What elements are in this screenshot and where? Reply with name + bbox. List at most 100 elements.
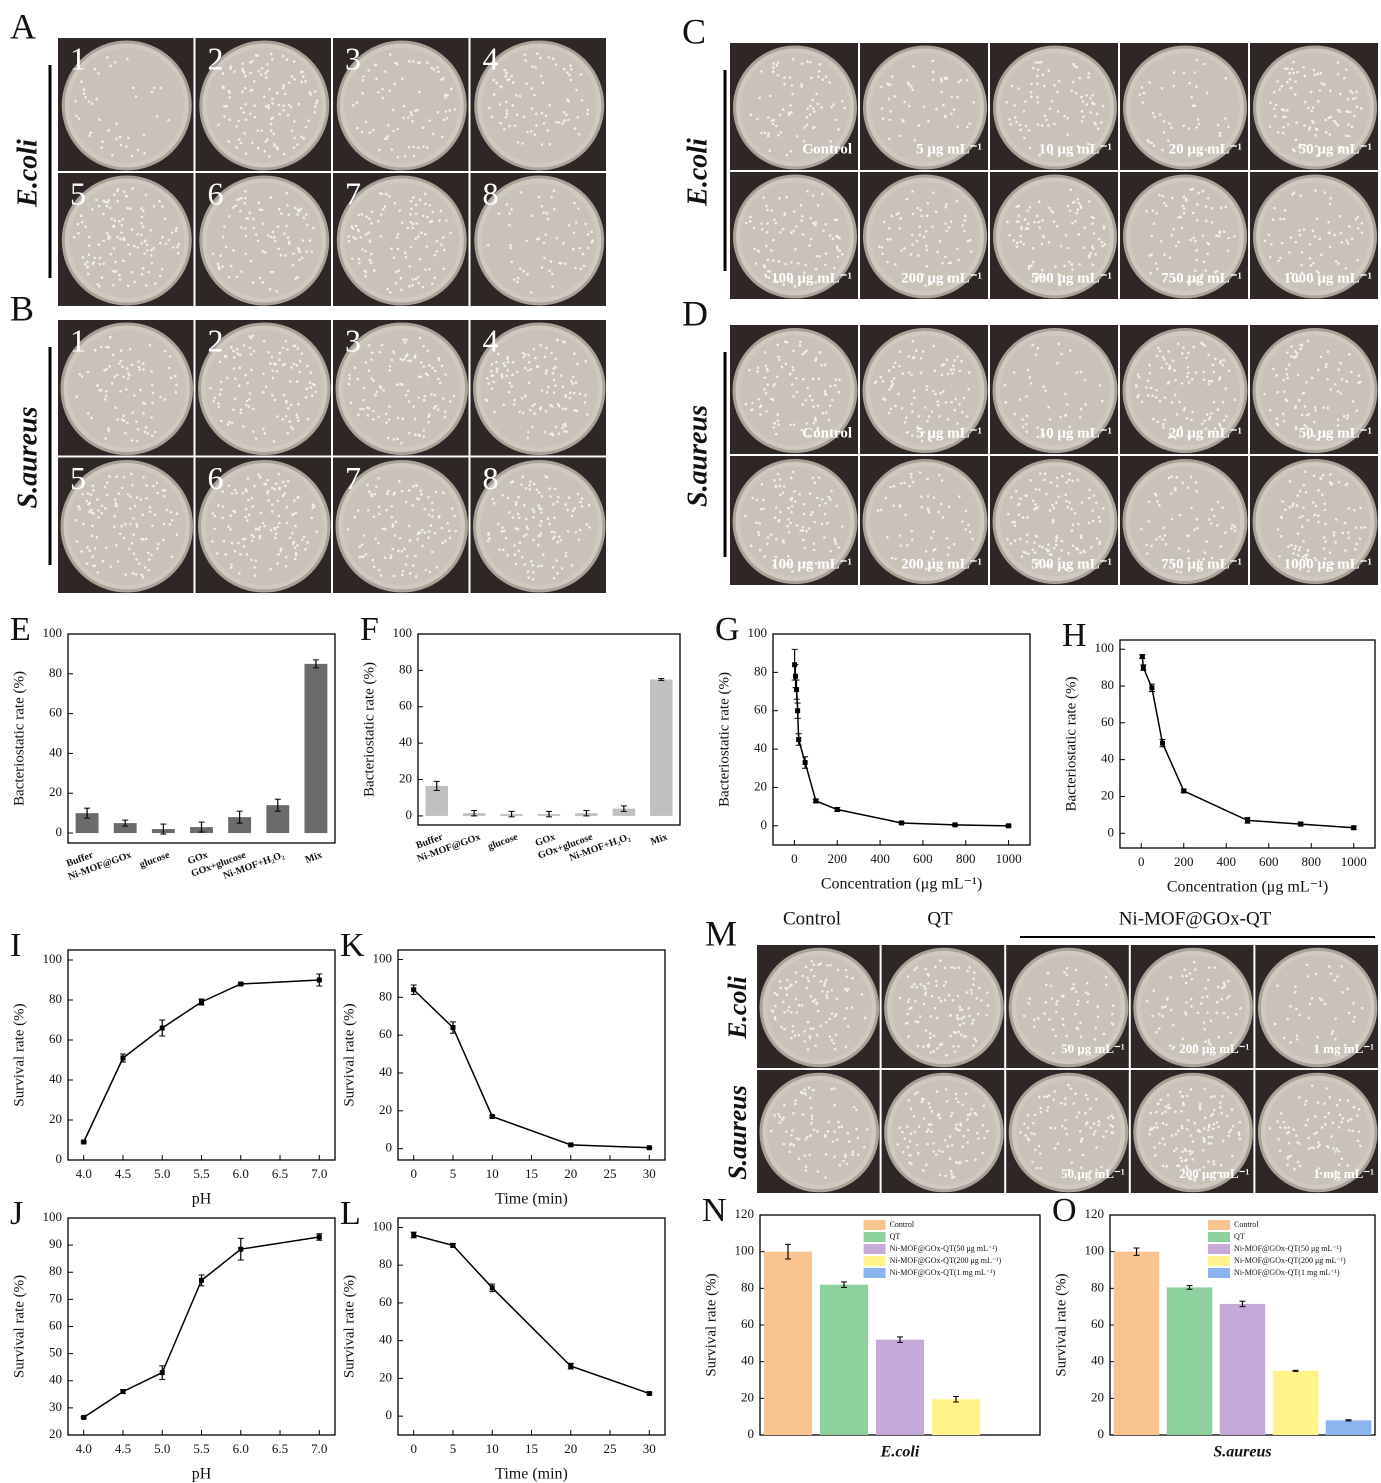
colony xyxy=(943,984,946,987)
colony xyxy=(817,204,820,207)
colony xyxy=(262,222,265,225)
colony xyxy=(1277,260,1280,263)
colony xyxy=(113,247,116,250)
colony xyxy=(391,525,394,528)
colony xyxy=(217,406,220,409)
colony xyxy=(824,1135,827,1138)
colony xyxy=(845,969,848,972)
colony xyxy=(1151,1128,1154,1131)
legend-label: Ni-MOF@GOx-QT(200 μg mL⁻¹) xyxy=(1234,1256,1346,1265)
colony xyxy=(1182,124,1185,127)
colony xyxy=(309,91,312,94)
colony xyxy=(169,523,172,526)
dish-label: 6 xyxy=(208,175,224,211)
colony xyxy=(543,257,546,260)
colony xyxy=(1024,551,1027,554)
colony xyxy=(501,376,504,379)
colony xyxy=(158,200,161,203)
colony xyxy=(1021,555,1024,558)
colony xyxy=(274,398,277,401)
colony xyxy=(1109,1124,1112,1127)
colony xyxy=(369,240,372,243)
colony xyxy=(1274,1023,1277,1026)
colony xyxy=(297,247,300,250)
colony xyxy=(1074,1013,1077,1016)
colony xyxy=(1016,242,1019,245)
colony xyxy=(420,361,423,364)
colony xyxy=(914,1131,917,1134)
colony xyxy=(1204,551,1207,554)
colony xyxy=(804,1040,807,1043)
colony xyxy=(1146,552,1149,555)
colony xyxy=(584,223,587,226)
colony xyxy=(293,120,296,123)
colony xyxy=(1298,399,1301,402)
colony xyxy=(525,533,528,536)
data-point xyxy=(953,822,958,827)
colony xyxy=(961,1103,964,1106)
colony xyxy=(553,577,556,580)
colony xyxy=(86,546,89,549)
colony xyxy=(434,394,437,397)
colony xyxy=(822,78,825,81)
colony xyxy=(301,257,304,260)
colony xyxy=(265,385,268,388)
colony xyxy=(790,111,793,114)
colony xyxy=(1160,240,1163,243)
colony xyxy=(148,558,151,561)
colony xyxy=(1204,1116,1207,1119)
colony xyxy=(829,1035,832,1038)
colony xyxy=(927,509,930,512)
colony xyxy=(1347,123,1350,126)
colony xyxy=(392,108,395,111)
colony xyxy=(153,205,156,208)
colony xyxy=(1145,386,1148,389)
colony xyxy=(1338,1150,1341,1153)
colony xyxy=(496,370,499,373)
colony xyxy=(1174,1110,1177,1113)
colony xyxy=(136,496,139,499)
colony xyxy=(550,196,553,199)
colony xyxy=(1081,110,1084,113)
colony xyxy=(806,190,809,193)
colony xyxy=(106,201,109,204)
colony xyxy=(104,437,107,440)
colony xyxy=(917,1152,920,1155)
colony xyxy=(525,240,528,243)
colony xyxy=(278,522,281,525)
colony xyxy=(348,240,351,243)
colony xyxy=(270,117,273,120)
colony xyxy=(772,399,775,402)
colony xyxy=(156,115,159,118)
colony xyxy=(1005,101,1008,104)
colony xyxy=(881,253,884,256)
colony xyxy=(304,80,307,83)
colony xyxy=(967,1114,970,1117)
colony xyxy=(1111,1125,1114,1128)
colony xyxy=(1091,509,1094,512)
colony xyxy=(586,413,589,416)
colony xyxy=(889,84,892,87)
colony xyxy=(132,87,135,90)
colony xyxy=(397,233,400,236)
colony xyxy=(114,498,117,501)
colony xyxy=(242,70,245,73)
colony xyxy=(1044,1001,1047,1004)
colony xyxy=(529,488,532,491)
colony xyxy=(87,412,90,415)
colony xyxy=(949,1035,952,1038)
y-tick-label: 80 xyxy=(379,988,392,1003)
colony xyxy=(1069,209,1072,212)
colony xyxy=(762,196,765,199)
colony xyxy=(968,1015,971,1018)
colony xyxy=(565,395,568,398)
colony xyxy=(312,226,315,229)
colony xyxy=(1089,97,1092,100)
colony xyxy=(1316,1036,1319,1039)
colony xyxy=(1086,982,1089,985)
colony xyxy=(1295,426,1298,429)
colony xyxy=(515,501,518,504)
colony xyxy=(806,107,809,110)
colony xyxy=(1289,1041,1292,1044)
colony xyxy=(1286,1132,1289,1135)
